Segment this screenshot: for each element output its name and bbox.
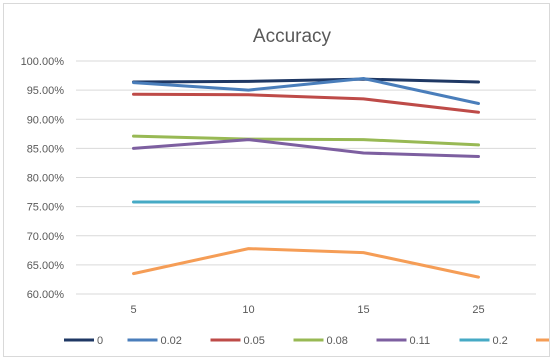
- series-lines: [132, 77, 480, 279]
- series-line-0.02: [132, 77, 480, 105]
- legend-label: 0: [97, 335, 103, 347]
- series-line-0.05: [132, 92, 480, 114]
- y-tick-label: 70.00%: [27, 231, 65, 243]
- x-tick-label: 15: [357, 304, 369, 316]
- series-line-0.3: [132, 247, 480, 279]
- series-line-0.08: [132, 134, 480, 147]
- x-tick-label: 5: [130, 304, 136, 316]
- chart-title: Accuracy: [253, 26, 332, 47]
- y-tick-label: 95.00%: [27, 85, 65, 97]
- y-axis-tick-labels: 60.00% 65.00% 70.00% 75.00% 80.00% 85.00% 90.0…: [21, 56, 65, 301]
- legend-label: 0.02: [161, 335, 182, 347]
- legend-label: 0.11: [410, 335, 431, 347]
- x-tick-label: 25: [472, 304, 484, 316]
- line-chart: Accuracy 60.00% 65.00% 70.00% 75.00% 80.00% 8…: [21, 26, 549, 347]
- series-line-0: [132, 77, 480, 84]
- legend-label: 0.05: [244, 335, 265, 347]
- y-tick-label: 65.00%: [27, 260, 65, 272]
- y-tick-label: 60.00%: [27, 289, 65, 301]
- y-tick-label: 80.00%: [27, 173, 65, 185]
- legend-label: 0.2: [493, 335, 508, 347]
- y-tick-label: 85.00%: [27, 143, 65, 155]
- legend-label: 0.08: [327, 335, 348, 347]
- y-tick-label: 100.00%: [21, 56, 65, 68]
- chart-frame: Accuracy 60.00% 65.00% 70.00% 75.00% 80.00% 8…: [3, 3, 550, 357]
- y-tick-label: 90.00%: [27, 114, 65, 126]
- series-line-0.11: [132, 138, 480, 158]
- legend: 00.020.050.080.110.20.3: [64, 335, 549, 347]
- x-axis-tick-labels: 5 10 15 25: [130, 304, 484, 316]
- x-tick-label: 10: [242, 304, 254, 316]
- y-tick-label: 75.00%: [27, 202, 65, 214]
